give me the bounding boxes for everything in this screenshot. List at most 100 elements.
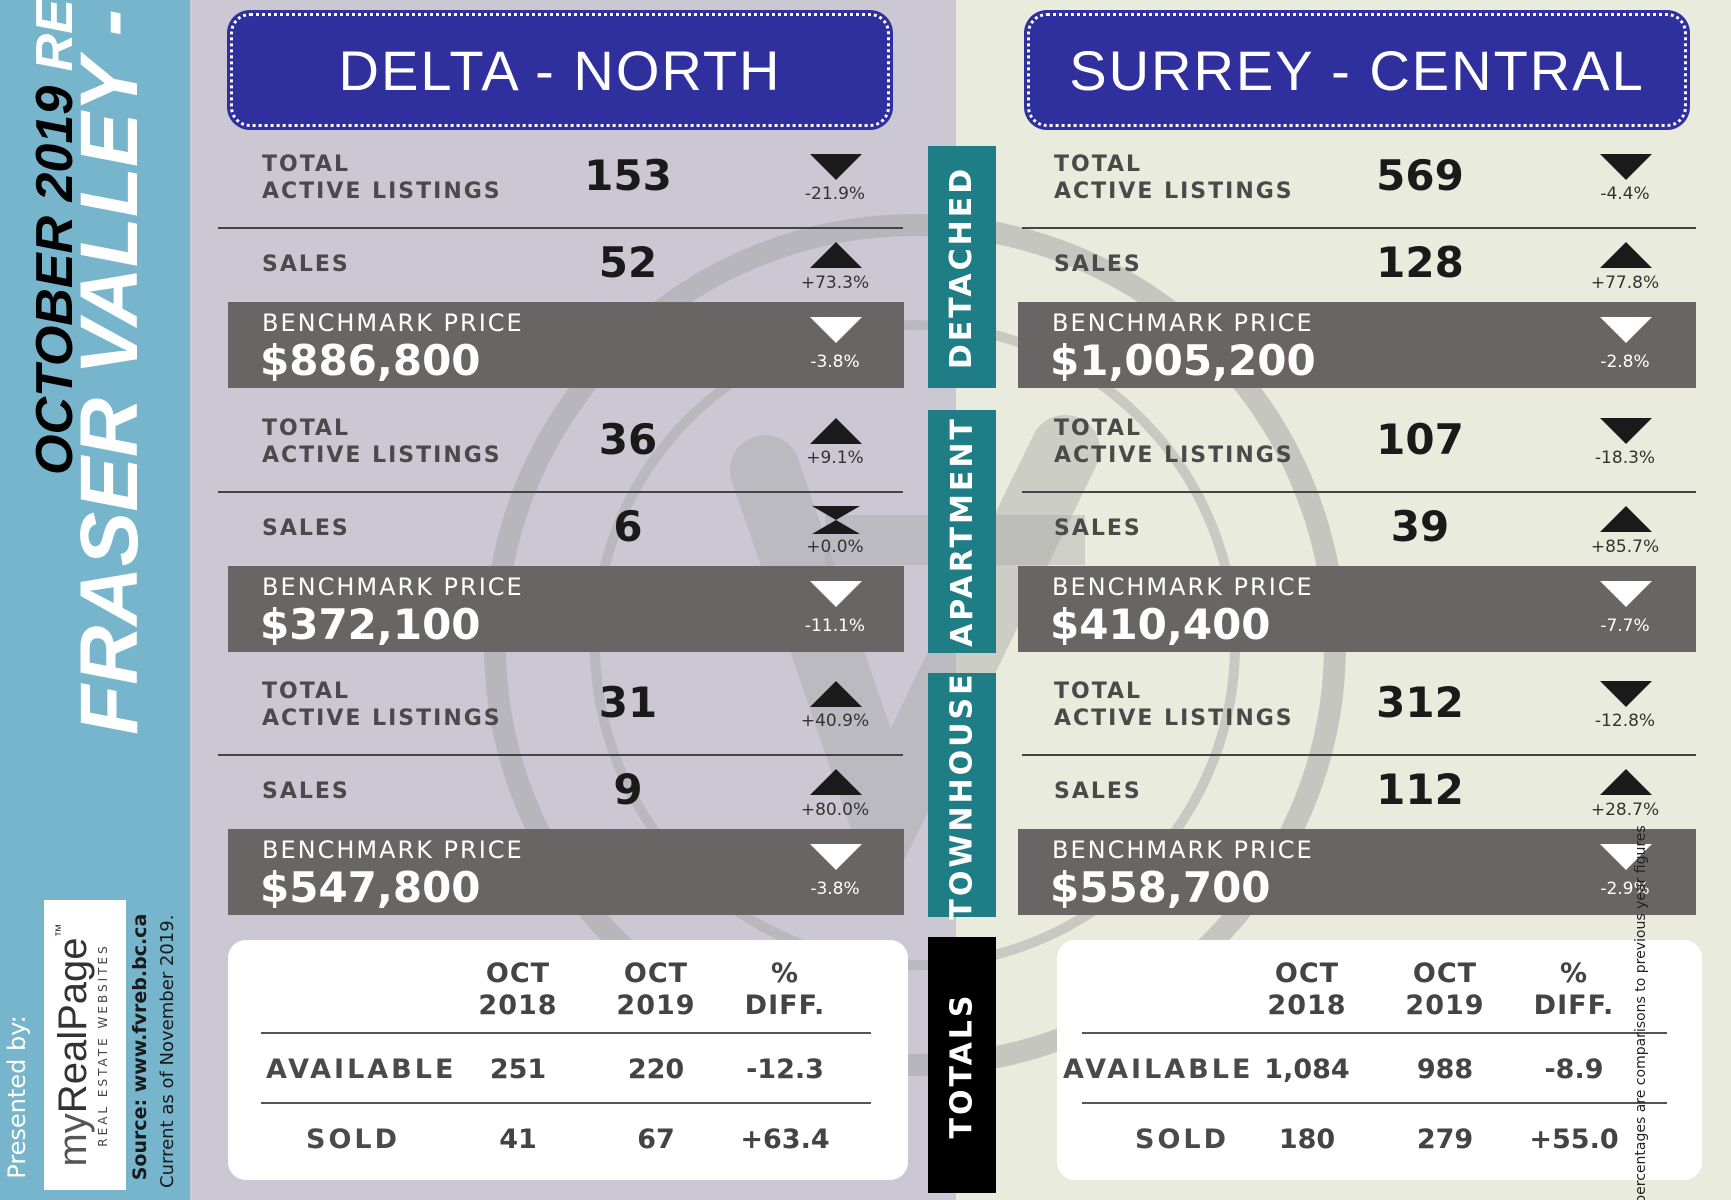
- totals-cell: 279: [1416, 1124, 1474, 1155]
- totals-divider: [261, 1032, 871, 1034]
- total-label: TOTAL: [262, 152, 351, 177]
- totals-header-line: OCT: [485, 958, 551, 989]
- detached-listings-down-arrow-icon: [1600, 154, 1652, 180]
- totals-row-label: SOLD: [306, 1124, 401, 1155]
- totals-divider: [261, 1102, 871, 1104]
- presented-by-label: Presented by:: [3, 1015, 31, 1179]
- totals-row-label: AVAILABLE: [1063, 1054, 1254, 1085]
- totals-panel: OCT 2018 OCT 2019% DIFF. AVAILABLE 251 220 -12.3…: [228, 940, 908, 1180]
- detached-sales-up-arrow-icon: [810, 242, 862, 268]
- apartment-benchmark-change: -7.7%: [1600, 616, 1650, 636]
- totals-column-header: OCT 2019: [596, 958, 716, 1022]
- totals-divider: [1082, 1032, 1667, 1034]
- region-title: FRASER VALLEY - 3: [64, 0, 155, 735]
- apartment-listings-down-arrow-icon: [1600, 418, 1652, 444]
- detached-benchmark-change: -3.8%: [810, 352, 860, 372]
- totals-cell: 988: [1416, 1054, 1474, 1085]
- category-tab-apartment: APARTMENT: [928, 410, 996, 653]
- category-tab-totals: TOTALS: [928, 937, 996, 1193]
- townhouse-sales-change: +28.7%: [1590, 800, 1660, 820]
- apartment-listings-label: TOTAL ACTIVE LISTINGS: [262, 415, 502, 469]
- detached-sales-label: SALES: [262, 252, 350, 277]
- townhouse-listings-label: TOTAL ACTIVE LISTINGS: [1054, 678, 1294, 732]
- detached-benchmark-bar: BENCHMARK PRICE $886,800 -3.8%: [228, 302, 904, 388]
- benchmark-price-label: BENCHMARK PRICE: [262, 836, 524, 864]
- row-divider: [218, 754, 903, 756]
- brand-tm: ™: [52, 923, 68, 938]
- region-header-right: SURREY - CENTRAL: [1027, 13, 1687, 127]
- benchmark-price-label: BENCHMARK PRICE: [1052, 836, 1314, 864]
- apartment-sales-change: +0.0%: [806, 537, 864, 557]
- apartment-listings-value: 107: [1376, 415, 1464, 464]
- detached-sales-label: SALES: [1054, 252, 1142, 277]
- apartment-listings-up-arrow-icon: [810, 418, 862, 444]
- detached-listings-value: 569: [1376, 151, 1464, 200]
- totals-cell: -12.3: [746, 1054, 824, 1085]
- totals-cell: 67: [637, 1124, 675, 1155]
- townhouse-benchmark-down-arrow-icon: [1600, 844, 1652, 870]
- category-label-totals: TOTALS: [944, 991, 980, 1139]
- detached-sales-value: 128: [1376, 238, 1464, 287]
- benchmark-price-label: BENCHMARK PRICE: [1052, 309, 1314, 337]
- total-label: TOTAL: [262, 679, 351, 704]
- totals-header-line: 2018: [1267, 990, 1347, 1021]
- totals-row-label: AVAILABLE: [266, 1054, 457, 1085]
- row-divider: [1022, 227, 1696, 229]
- townhouse-listings-value: 31: [598, 678, 658, 727]
- category-tab-townhouse: TOWNHOUSE: [928, 670, 996, 920]
- apartment-sales-up-arrow-icon: [1600, 506, 1652, 532]
- benchmark-price-label: BENCHMARK PRICE: [262, 573, 524, 601]
- detached-benchmark-down-arrow-icon: [810, 317, 862, 343]
- townhouse-listings-label: TOTAL ACTIVE LISTINGS: [262, 678, 502, 732]
- total-label: TOTAL: [1054, 416, 1143, 441]
- totals-column-header: OCT 2019: [1385, 958, 1505, 1022]
- realpage-logo: myRealPage™ REAL ESTATE WEBSITES: [44, 900, 126, 1190]
- totals-header-line: 2019: [616, 990, 696, 1021]
- totals-cell: +63.4: [740, 1124, 830, 1155]
- totals-cell: -8.9: [1544, 1054, 1604, 1085]
- totals-header-line: 2019: [1405, 990, 1485, 1021]
- brand-subtitle: REAL ESTATE WEBSITES: [96, 943, 110, 1147]
- total-label: TOTAL: [1054, 152, 1143, 177]
- totals-header-line: OCT: [1274, 958, 1340, 989]
- apartment-benchmark-bar: BENCHMARK PRICE $372,100 -11.1%: [228, 566, 904, 652]
- category-label-detached: DETACHED: [944, 165, 980, 369]
- region-header-left: DELTA - NORTH: [230, 13, 890, 127]
- apartment-benchmark-down-arrow-icon: [1600, 581, 1652, 607]
- detached-listings-down-arrow-icon: [810, 154, 862, 180]
- current-as-of-text: Current as of November 2019.: [157, 914, 178, 1188]
- totals-header-line: DIFF.: [1533, 990, 1615, 1021]
- category-label-townhouse: TOWNHOUSE: [944, 670, 980, 920]
- townhouse-sales-value: 112: [1376, 765, 1464, 814]
- active-listings-label: ACTIVE LISTINGS: [1054, 706, 1294, 731]
- detached-benchmark-down-arrow-icon: [1600, 317, 1652, 343]
- apartment-benchmark-price-value: $410,400: [1050, 600, 1271, 649]
- detached-listings-label: TOTAL ACTIVE LISTINGS: [262, 151, 502, 205]
- totals-header-line: OCT: [1412, 958, 1478, 989]
- active-listings-label: ACTIVE LISTINGS: [1054, 443, 1294, 468]
- townhouse-listings-value: 312: [1376, 678, 1464, 727]
- apartment-benchmark-down-arrow-icon: [810, 581, 862, 607]
- category-tab-detached: DETACHED: [928, 146, 996, 388]
- townhouse-benchmark-change: -2.9%: [1600, 879, 1650, 899]
- apartment-benchmark-price-value: $372,100: [260, 600, 481, 649]
- apartment-sales-label: SALES: [262, 516, 350, 541]
- totals-header-line: DIFF.: [744, 990, 826, 1021]
- sidebar: OCTOBER 2019 REPORT FRASER VALLEY - 3 Pr…: [0, 0, 190, 1200]
- detached-listings-change: -21.9%: [804, 184, 866, 204]
- row-divider: [218, 491, 903, 493]
- total-label: TOTAL: [1054, 679, 1143, 704]
- apartment-listings-change: +9.1%: [806, 448, 864, 468]
- apartment-listings-change: -18.3%: [1594, 448, 1656, 468]
- apartment-benchmark-bar: BENCHMARK PRICE $410,400 -7.7%: [1018, 566, 1696, 652]
- realpage-logo-text: myRealPage™ REAL ESTATE WEBSITES: [51, 900, 117, 1190]
- apartment-sales-flat-icon: [812, 506, 860, 534]
- townhouse-benchmark-price-value: $547,800: [260, 863, 481, 912]
- totals-header-line: %: [770, 958, 800, 989]
- detached-listings-label: TOTAL ACTIVE LISTINGS: [1054, 151, 1294, 205]
- detached-sales-change: +77.8%: [1590, 273, 1660, 293]
- detached-sales-value: 52: [598, 238, 658, 287]
- townhouse-sales-label: SALES: [262, 779, 350, 804]
- totals-panel: OCT 2018 OCT 2019% DIFF. AVAILABLE 1,084 988 -8.…: [1057, 940, 1702, 1180]
- townhouse-benchmark-bar: BENCHMARK PRICE $547,800 -3.8%: [228, 829, 904, 915]
